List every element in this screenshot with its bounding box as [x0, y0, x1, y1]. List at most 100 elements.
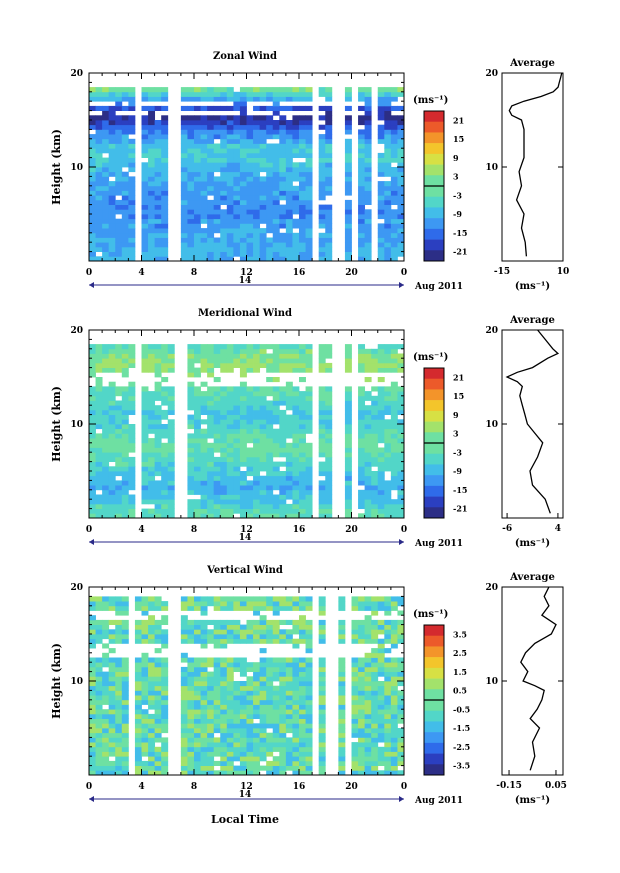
heatmap-cell: [102, 246, 110, 252]
heatmap-cell: [325, 134, 333, 140]
heatmap-cell: [272, 223, 280, 229]
heatmap-cell: [259, 728, 267, 734]
heatmap-cell: [226, 456, 234, 462]
heatmap-cell: [266, 358, 274, 364]
heatmap-cell: [128, 471, 136, 477]
heatmap-cell: [154, 395, 162, 401]
heatmap-cell: [266, 447, 274, 453]
heatmap-cell: [272, 171, 280, 177]
heatmap-cell: [253, 610, 261, 616]
heatmap-cell: [299, 756, 306, 762]
heatmap-cell: [187, 129, 195, 135]
heatmap-cell: [253, 638, 261, 644]
heatmap-cell: [272, 480, 280, 486]
heatmap-cell: [187, 480, 195, 486]
heatmap-cell: [279, 508, 287, 514]
heatmap-cell: [305, 699, 313, 705]
heatmap-cell: [318, 760, 326, 766]
heatmap-cell: [305, 723, 313, 729]
heatmap-cell: [272, 699, 280, 705]
heatmap-cell: [377, 115, 385, 121]
heatmap-cell: [279, 699, 287, 705]
heatmap-cell: [95, 756, 103, 762]
heatmap-cell: [194, 662, 201, 668]
heatmap-cell: [266, 760, 274, 766]
heatmap-cell: [115, 610, 123, 616]
heatmap-cell: [141, 218, 149, 224]
heatmap-cell: [89, 690, 96, 696]
heatmap-cell: [161, 232, 169, 238]
heatmap-cell: [259, 475, 267, 481]
heatmap-cell: [239, 372, 247, 378]
heatmap-cell: [285, 442, 293, 448]
heatmap-cell: [397, 624, 405, 630]
heatmap-cell: [89, 237, 96, 243]
heatmap-cell: [194, 746, 201, 752]
heatmap-cell: [108, 181, 116, 187]
heatmap-cell: [115, 209, 123, 215]
heatmap-cell: [253, 115, 261, 121]
heatmap-cell: [148, 228, 156, 234]
heatmap-cell: [194, 447, 201, 453]
heatmap-cell: [128, 162, 136, 168]
heatmap-cell: [115, 765, 123, 771]
heatmap-cell: [95, 461, 103, 467]
heatmap-cell: [279, 676, 287, 682]
heatmap-cell: [318, 671, 326, 677]
heatmap-cell: [364, 699, 372, 705]
heatmap-cell: [154, 494, 162, 500]
heatmap-cell: [194, 695, 201, 701]
heatmap-cell: [397, 690, 405, 696]
heatmap-cell: [299, 475, 306, 481]
heatmap-cell: [285, 232, 293, 238]
colorbar-segment: [424, 164, 444, 176]
heatmap-cell: [299, 251, 306, 257]
profile-y-tick-label: 20: [485, 583, 498, 593]
heatmap-cell: [279, 190, 287, 196]
heatmap-cell: [89, 461, 96, 467]
heatmap-cell: [338, 760, 346, 766]
heatmap-cell: [108, 442, 116, 448]
heatmap-cell: [272, 485, 280, 491]
heatmap-cell: [259, 395, 267, 401]
heatmap-cell: [161, 120, 169, 126]
heatmap-cell: [344, 87, 352, 93]
heatmap-cell: [318, 461, 326, 467]
heatmap-cell: [279, 237, 287, 243]
heatmap-cell: [115, 499, 123, 505]
heatmap-cell: [397, 681, 405, 687]
heatmap-cell: [285, 176, 293, 182]
heatmap-cell: [213, 157, 221, 163]
heatmap-cell: [115, 152, 123, 158]
heatmap-cell: [318, 409, 326, 415]
heatmap-cell: [102, 223, 110, 229]
heatmap-cell: [318, 386, 326, 392]
heatmap-cell: [279, 162, 287, 168]
heatmap-cell: [187, 138, 195, 144]
heatmap-cell: [187, 353, 195, 359]
heatmap-cell: [299, 746, 306, 752]
heatmap-cell: [292, 475, 300, 481]
heatmap-cell: [384, 157, 392, 163]
heatmap-cell: [180, 615, 188, 621]
heatmap-cell: [161, 199, 169, 205]
heatmap-cell: [299, 171, 306, 177]
heatmap-cell: [207, 129, 215, 135]
heatmap-cell: [253, 433, 261, 439]
heatmap-cell: [121, 232, 129, 238]
heatmap-cell: [148, 494, 156, 500]
heatmap-cell: [108, 499, 116, 505]
heatmap-cell: [115, 433, 123, 439]
heatmap-cell: [390, 475, 398, 481]
heatmap-cell: [233, 143, 241, 149]
heatmap-cell: [154, 424, 162, 430]
heatmap-cell: [299, 433, 306, 439]
heatmap-cell: [115, 513, 123, 519]
heatmap-cell: [390, 695, 398, 701]
heatmap-cell: [121, 713, 129, 719]
heatmap-cell: [108, 489, 116, 495]
heatmap-cell: [253, 228, 261, 234]
heatmap-cell: [207, 143, 215, 149]
heatmap-cell: [128, 124, 136, 130]
heatmap-cell: [299, 190, 306, 196]
